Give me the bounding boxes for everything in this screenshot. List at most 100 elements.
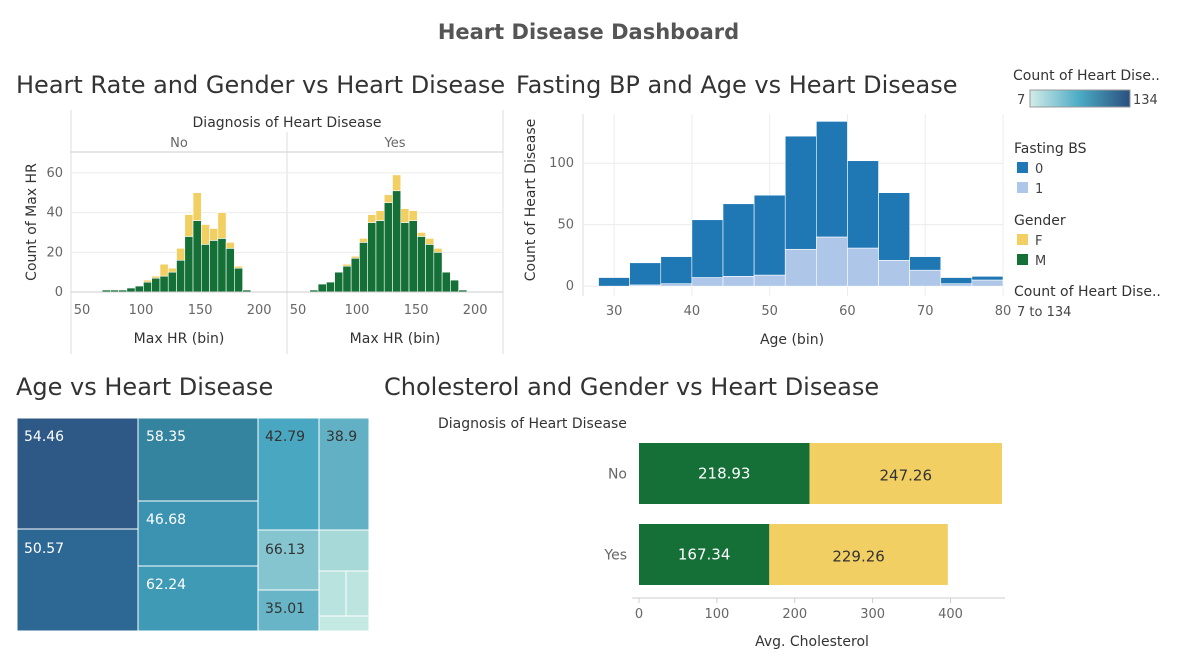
gender-m-swatch [1017,254,1028,265]
treemap-cell[interactable] [257,529,320,591]
count-color-ramp [1029,89,1131,108]
hr-bar-female[interactable] [217,212,227,239]
hr-bar-female[interactable] [234,265,243,269]
chol-x-tick-label: 100 [704,607,729,622]
age-bp-sheet-title: Fasting BP and Age vs Heart Disease [516,71,958,99]
fasting-bs-1-label: 1 [1035,182,1043,197]
count-color-legend-max: 134 [1133,93,1158,108]
age-x-tick-label: 30 [606,304,623,319]
hr-y-tick-label: 0 [55,285,63,300]
gender-f-swatch [1017,234,1028,245]
hr-header: Diagnosis of Heart Disease [193,115,382,131]
hr-x-tick-label: 50 [74,303,91,318]
treemap-cell[interactable] [137,500,259,567]
hr-panel-yes-label: Yes [384,136,406,151]
fasting-bs-0-swatch [1017,162,1028,173]
treemap-label: 54.46 [24,429,64,445]
hr-x-tick-label: 100 [345,303,370,318]
hr-bar-female[interactable] [417,232,426,237]
treemap-cell[interactable] [318,417,370,531]
age-x-tick-label: 60 [839,304,856,319]
hr-x-tick-label: 150 [188,303,213,318]
chol-bar-male[interactable] [639,524,770,585]
age-y-tick-label: 0 [566,279,574,294]
treemap-cell[interactable] [16,417,139,530]
hr-bar-female[interactable] [192,192,202,221]
age-bar-fbs1[interactable] [784,248,817,287]
gender-f-label: F [1035,234,1042,249]
age-bar-fbs0[interactable] [847,160,879,249]
age-y-tick-label: 50 [557,218,574,233]
hr-bar-female[interactable] [225,242,235,249]
age-x-axis-title: Age (bin) [760,332,824,348]
age-x-tick-label: 50 [761,304,778,319]
treemap-label: 62.24 [146,577,186,593]
treemap-label: 38.9 [326,429,357,445]
hr-x-tick-label: 200 [463,303,488,318]
treemap-cell[interactable] [318,529,370,572]
treemap-cell[interactable] [137,417,259,502]
chol-bar-female-label: 229.26 [832,548,885,566]
hr-x-axis-title-no: Max HR (bin) [134,331,225,347]
age-bar-fbs1[interactable] [878,260,910,287]
age-y-tick-label: 100 [549,156,574,171]
age-x-tick-label: 40 [684,304,701,319]
treemap-cell[interactable] [257,417,320,531]
age-x-tick-label: 80 [995,304,1012,319]
gender-m-label: M [1035,254,1046,269]
chol-category-label: No [608,467,627,483]
age-bar-fbs0[interactable] [971,276,1004,281]
chol-x-axis-title: Avg. Cholesterol [755,634,869,650]
chol-bar-male-label: 218.93 [698,465,751,483]
treemap-cell[interactable] [318,570,347,617]
age-bar-fbs0[interactable] [784,135,817,250]
age-bar-fbs0[interactable] [909,256,942,271]
age-x-tick-label: 70 [917,304,934,319]
treemap-label: 35.01 [265,601,305,617]
fasting-bs-1-swatch [1017,182,1028,193]
hr-x-tick-label: 50 [290,303,307,318]
chol-bar-male[interactable] [639,443,810,504]
hr-bar-female[interactable] [433,248,443,253]
hr-bar-female[interactable] [408,210,418,221]
treemap-cell[interactable] [318,615,370,632]
hr-x-tick-label: 200 [247,303,272,318]
hr-x-axis-title-yes: Max HR (bin) [350,331,441,347]
fasting-bs-legend-title: Fasting BS [1014,141,1087,157]
treemap-label: 46.68 [146,512,186,528]
hr-bar-female[interactable] [392,174,402,192]
age-sheet-title: Age vs Heart Disease [16,373,274,401]
count-size-legend-range: 7 to 134 [1017,305,1071,320]
cholesterol-sheet-title: Cholesterol and Gender vs Heart Disease [384,373,880,401]
treemap-cell[interactable] [257,589,320,632]
treemap-cell[interactable] [16,528,139,632]
chol-category-label: Yes [603,548,627,564]
count-size-legend-title: Count of Heart Dise.. [1014,284,1161,300]
hr-y-tick-label: 20 [46,245,63,260]
fasting-bs-0-label: 0 [1035,162,1043,177]
age-bar-fbs0[interactable] [691,219,724,278]
chol-bar-female[interactable] [809,443,1003,504]
chol-x-tick-label: 0 [635,607,643,622]
hr-x-tick-label: 150 [404,303,429,318]
age-bar-fbs0[interactable] [878,192,910,261]
age-bar-fbs1[interactable] [816,236,848,287]
gender-legend-title: Gender [1014,213,1066,229]
treemap-label: 42.79 [265,429,305,445]
count-color-legend-title: Count of Heart Dise.. [1013,68,1160,84]
hr-y-tick-label: 60 [46,166,63,181]
hr-x-tick-label: 100 [129,303,154,318]
chol-bar-female[interactable] [769,524,948,585]
treemap-label: 50.57 [24,541,64,557]
age-y-axis-title: Count of Heart Disease [523,119,539,281]
age-bar-fbs0[interactable] [816,121,848,238]
age-bar-fbs0[interactable] [660,256,693,285]
chol-header: Diagnosis of Heart Disease [438,416,627,432]
hr-bar-female[interactable] [425,238,435,245]
age-bar-fbs0[interactable] [753,194,786,276]
